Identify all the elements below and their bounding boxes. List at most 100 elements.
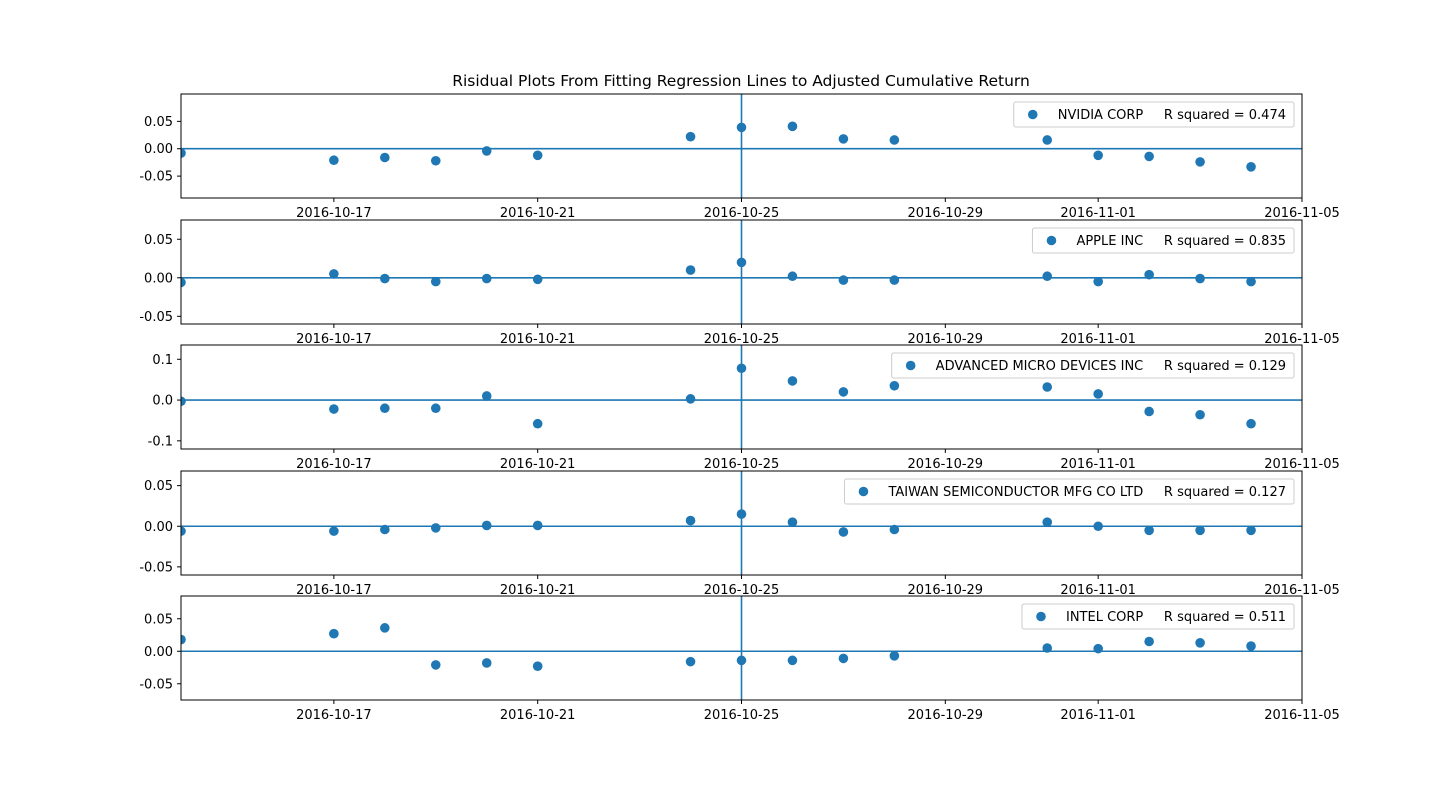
x-tick-label: 2016-10-21 xyxy=(500,583,576,598)
x-tick-label: 2016-10-29 xyxy=(908,332,984,347)
residual-point xyxy=(1042,382,1053,392)
x-tick-label: 2016-10-25 xyxy=(704,332,780,347)
residual-point xyxy=(736,257,747,268)
legend-marker xyxy=(905,360,916,371)
legend: INTEL CORP R squared = 0.511 xyxy=(1021,603,1295,630)
y-tick-label: -0.05 xyxy=(139,677,173,692)
residual-point xyxy=(838,527,849,537)
residual-point xyxy=(1246,641,1256,651)
residual-point xyxy=(1042,271,1053,282)
residual-point xyxy=(838,387,849,397)
figure-title: Risidual Plots From Fitting Regression L… xyxy=(452,72,1030,90)
residual-point xyxy=(181,526,186,536)
residual-point xyxy=(787,271,798,282)
x-tick-label: 2016-10-25 xyxy=(704,206,780,221)
residual-point xyxy=(1093,150,1103,161)
residual-point xyxy=(1042,517,1053,527)
plot-area xyxy=(181,596,1302,700)
y-tick-label: 0.05 xyxy=(144,115,173,130)
residual-point xyxy=(1042,643,1053,653)
residual-point xyxy=(787,121,798,132)
residual-point xyxy=(1042,135,1053,145)
residual-point xyxy=(481,520,492,531)
legend-box xyxy=(1013,101,1295,128)
residual-point xyxy=(787,376,798,386)
residual-point xyxy=(685,131,696,142)
residual-point xyxy=(329,404,339,414)
legend-marker xyxy=(1046,235,1057,246)
subplot-2: 0.05 0.00 -0.05 2016-10-17 2016-10-21 2016-10… xyxy=(139,219,1340,347)
residual-point xyxy=(181,148,186,158)
legend-label: APPLE INC R squared = 0.835 xyxy=(1076,234,1286,249)
x-tick-label: 2016-10-21 xyxy=(500,332,576,347)
y-tick-label: 0.05 xyxy=(144,233,173,248)
legend: NVIDIA CORP R squared = 0.474 xyxy=(1013,101,1295,128)
residual-point xyxy=(1195,409,1205,420)
residual-point xyxy=(1093,521,1103,532)
residual-point xyxy=(838,134,849,144)
residual-point xyxy=(532,661,543,671)
subplot-3: 0.1 0.0 -0.1 2016-10-17 2016-10-21 2016-10-25… xyxy=(148,344,1340,472)
residual-point xyxy=(1144,269,1154,280)
residual-point xyxy=(181,277,186,288)
subplot-4: 0.05 0.00 -0.05 2016-10-17 2016-10-21 2016-10… xyxy=(139,470,1340,598)
y-tick-label: 0.05 xyxy=(144,479,173,494)
residual-point xyxy=(787,655,798,666)
legend-marker xyxy=(1027,109,1038,120)
y-tick-label: 0.00 xyxy=(144,520,173,535)
residual-point xyxy=(889,651,900,661)
residual-point xyxy=(380,273,390,284)
legend-box xyxy=(1021,603,1295,630)
residual-point xyxy=(481,273,492,284)
residual-point xyxy=(181,396,186,407)
legend-label: NVIDIA CORP R squared = 0.474 xyxy=(1058,108,1286,123)
residual-point xyxy=(532,274,543,285)
legend-marker xyxy=(858,486,869,497)
x-tick-label: 2016-10-17 xyxy=(296,457,372,472)
subplot-1: 0.05 0.00 -0.05 2016-10-17 2016-10-21 2016-10… xyxy=(139,93,1340,221)
x-tick-label: 2016-10-17 xyxy=(296,332,372,347)
y-tick-label: -0.1 xyxy=(148,434,173,449)
residual-point xyxy=(481,146,492,156)
residual-point xyxy=(430,276,441,287)
residual-point xyxy=(430,660,441,670)
x-tick-label: 2016-11-01 xyxy=(1060,206,1136,221)
residual-point xyxy=(736,363,747,374)
legend-marker xyxy=(1036,611,1046,622)
residual-point xyxy=(329,628,339,639)
residual-point xyxy=(787,517,798,527)
residual-point xyxy=(1246,276,1256,287)
residual-point xyxy=(380,623,390,633)
residual-point xyxy=(380,152,390,163)
residual-point xyxy=(181,634,186,645)
residual-point xyxy=(430,523,441,533)
x-tick-label: 2016-10-29 xyxy=(908,457,984,472)
residual-point xyxy=(1195,525,1205,536)
y-tick-label: 0.1 xyxy=(152,353,173,368)
x-tick-label: 2016-10-21 xyxy=(500,708,576,723)
residual-point xyxy=(685,515,696,526)
x-tick-label: 2016-11-01 xyxy=(1060,583,1136,598)
x-tick-label: 2016-11-01 xyxy=(1060,708,1136,723)
legend-label: INTEL CORP R squared = 0.511 xyxy=(1066,610,1286,625)
x-tick-label: 2016-11-01 xyxy=(1060,457,1136,472)
residual-point xyxy=(736,509,747,519)
plot-area xyxy=(181,220,1302,324)
residual-point xyxy=(889,275,900,285)
residual-point xyxy=(329,526,339,536)
x-tick-label: 2016-10-21 xyxy=(500,457,576,472)
x-tick-label: 2016-10-25 xyxy=(704,457,780,472)
plot-area xyxy=(181,94,1302,198)
residual-point xyxy=(329,155,339,166)
x-tick-label: 2016-11-05 xyxy=(1264,457,1340,472)
residual-point xyxy=(1195,638,1205,648)
y-tick-label: 0.0 xyxy=(152,394,173,409)
residual-point xyxy=(1246,418,1256,429)
residual-point xyxy=(889,524,900,535)
x-tick-label: 2016-10-25 xyxy=(704,583,780,598)
residual-point xyxy=(1195,273,1205,284)
residual-point xyxy=(380,524,390,535)
legend: APPLE INC R squared = 0.835 xyxy=(1031,227,1295,254)
residual-point xyxy=(532,418,543,429)
